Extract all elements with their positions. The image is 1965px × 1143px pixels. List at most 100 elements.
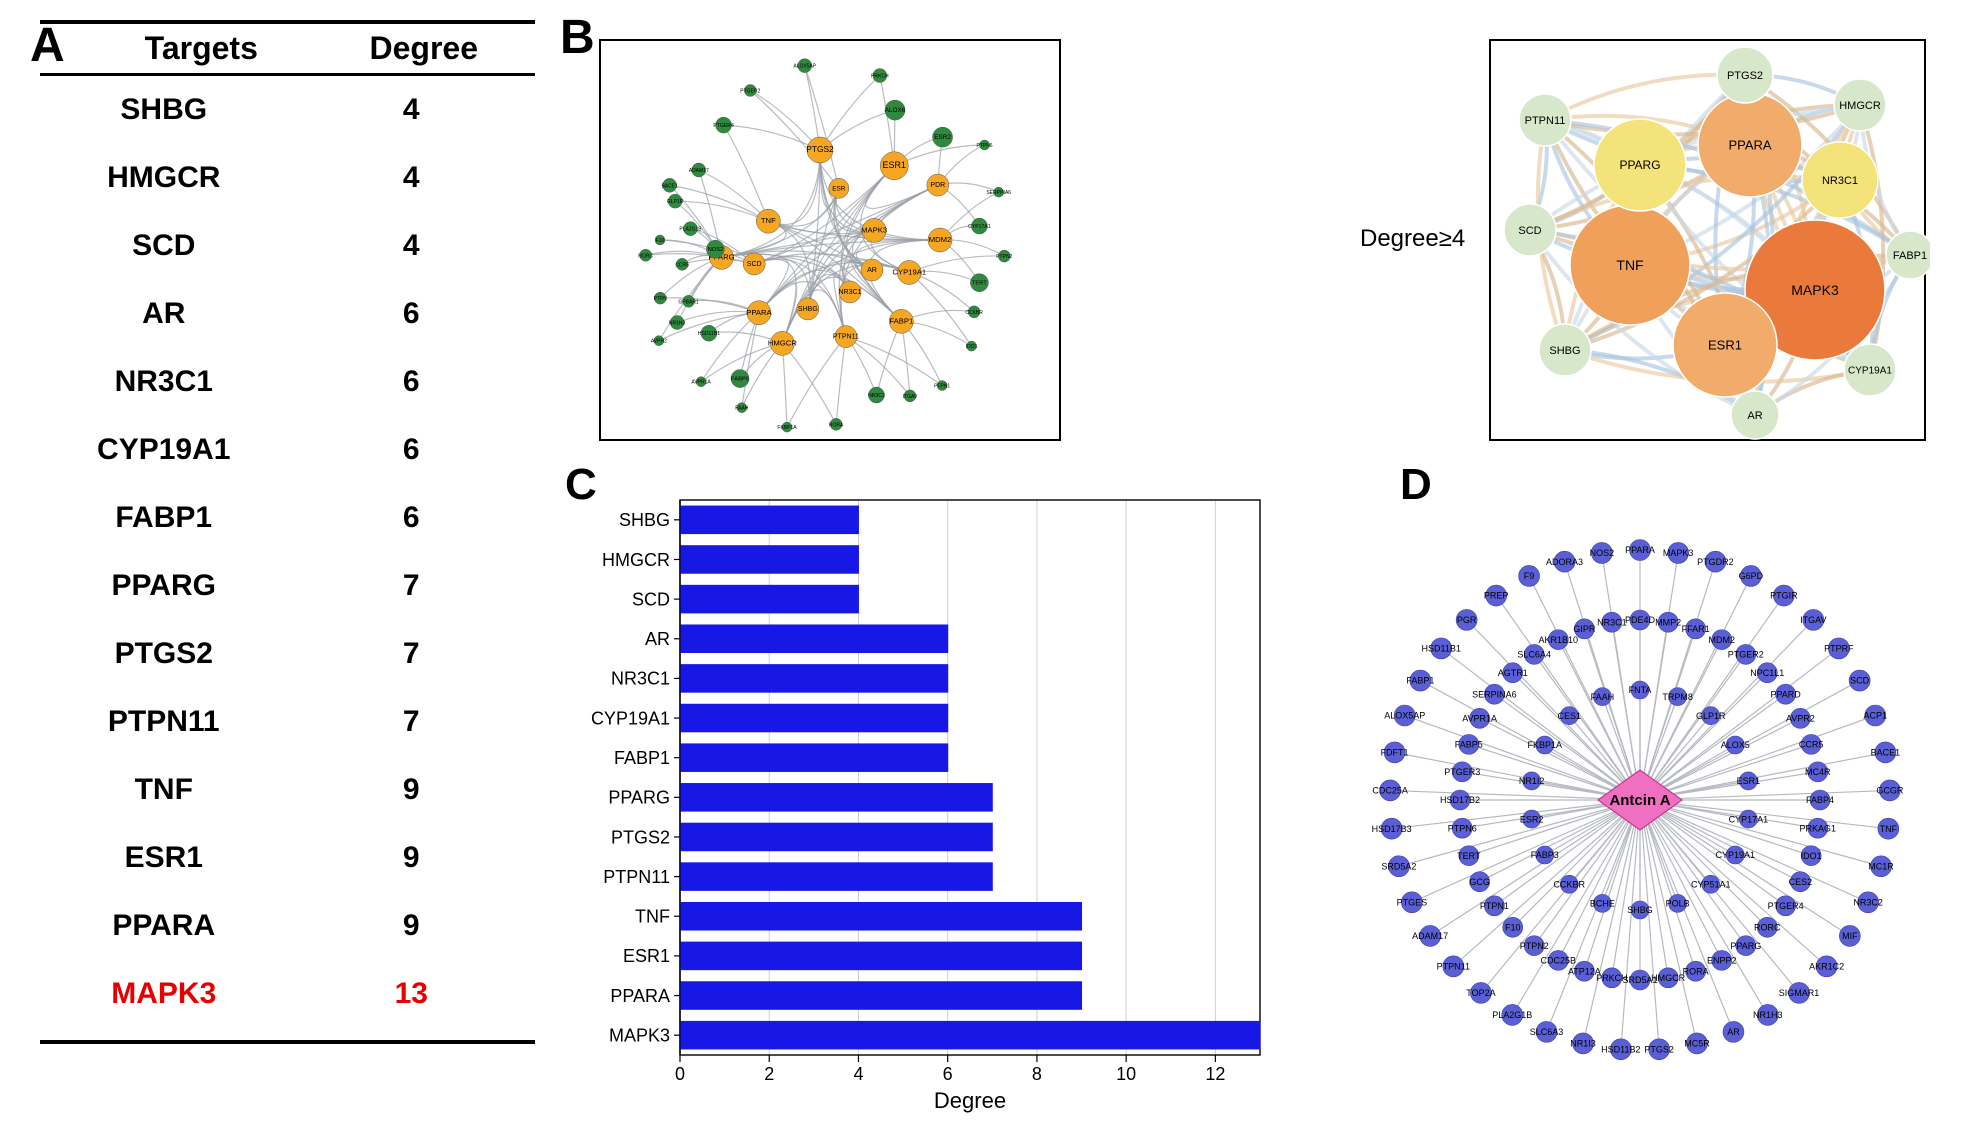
table-cell-degree: 6: [288, 365, 536, 399]
table-row: NR3C16: [40, 348, 535, 416]
svg-text:PTGES: PTGES: [1397, 897, 1428, 907]
svg-text:PTPN1: PTPN1: [934, 384, 950, 390]
table-row: PPARA9: [40, 892, 535, 960]
svg-text:ESR2: ESR2: [934, 134, 951, 141]
svg-text:PRKAG1: PRKAG1: [1800, 823, 1837, 833]
barchart-svg: SHBGHMGCRSCDARNR3C1CYP19A1FABP1PPARGPTGS…: [560, 480, 1280, 1120]
table-header: Targets Degree: [40, 20, 535, 76]
table-cell-degree: 7: [288, 637, 536, 671]
table-row: FABP16: [40, 484, 535, 552]
svg-text:HMGCR: HMGCR: [768, 338, 797, 347]
svg-text:8: 8: [1032, 1064, 1042, 1084]
svg-text:TRPM8: TRPM8: [1662, 692, 1693, 702]
svg-text:ADAM17: ADAM17: [689, 168, 709, 174]
svg-text:TNF: TNF: [761, 216, 776, 225]
svg-text:AVPR1A: AVPR1A: [1462, 713, 1497, 723]
svg-text:F10: F10: [656, 238, 665, 244]
table-cell-degree: 7: [288, 705, 536, 739]
svg-text:TNF: TNF: [1880, 824, 1898, 834]
svg-text:SLC6A3: SLC6A3: [1530, 1027, 1564, 1037]
table-cell-degree: 6: [288, 297, 536, 331]
svg-text:NR1H3: NR1H3: [669, 321, 686, 327]
svg-text:CCKBR: CCKBR: [965, 310, 983, 316]
svg-text:AR: AR: [867, 267, 877, 274]
svg-text:12: 12: [1205, 1064, 1225, 1084]
svg-text:HMGCR: HMGCR: [602, 550, 670, 570]
svg-text:FABP1: FABP1: [1893, 250, 1927, 262]
svg-text:CCR5: CCR5: [675, 262, 689, 268]
table-cell-target: HMGCR: [40, 161, 288, 195]
svg-text:HSD17B2: HSD17B2: [1440, 795, 1480, 805]
svg-text:FABP1: FABP1: [1406, 676, 1434, 686]
svg-text:PTGS2: PTGS2: [1727, 70, 1763, 82]
svg-text:MAPK3: MAPK3: [609, 1025, 670, 1045]
table-cell-degree: 4: [288, 229, 536, 263]
svg-text:PPARG: PPARG: [1619, 158, 1660, 172]
svg-text:AVPR2: AVPR2: [651, 339, 667, 345]
svg-text:10: 10: [1116, 1064, 1136, 1084]
svg-text:FKBP1A: FKBP1A: [1527, 740, 1562, 750]
svg-text:SHBG: SHBG: [798, 306, 818, 313]
svg-text:TERT: TERT: [1457, 851, 1481, 861]
table-cell-degree: 13: [288, 977, 536, 1011]
svg-text:IDO1: IDO1: [966, 344, 978, 350]
svg-text:PTPN2: PTPN2: [1520, 941, 1549, 951]
svg-text:PDE4D: PDE4D: [1625, 615, 1656, 625]
svg-text:PPARD: PPARD: [1770, 689, 1801, 699]
table-cell-degree: 4: [288, 161, 536, 195]
svg-text:PTPN2: PTPN2: [996, 254, 1012, 260]
svg-text:CYP17A1: CYP17A1: [1729, 814, 1769, 824]
svg-text:PTGER2: PTGER2: [1728, 650, 1764, 660]
svg-text:SCD: SCD: [747, 261, 762, 268]
svg-text:6: 6: [943, 1064, 953, 1084]
svg-text:PTGDR2: PTGDR2: [1697, 557, 1734, 567]
svg-text:ITGAV: ITGAV: [903, 394, 918, 400]
svg-text:GPBAR1: GPBAR1: [678, 299, 699, 305]
svg-text:NPC1L1: NPC1L1: [1750, 668, 1784, 678]
table-cell-target: CYP19A1: [40, 433, 288, 467]
svg-text:SCD: SCD: [1850, 676, 1870, 686]
svg-text:PTGER4: PTGER4: [713, 123, 734, 129]
table-cell-target: PTPN11: [40, 705, 288, 739]
svg-text:MDM2: MDM2: [1708, 635, 1735, 645]
svg-text:CDC25B: CDC25B: [1541, 956, 1577, 966]
svg-text:CYP19A1: CYP19A1: [892, 267, 926, 276]
svg-text:ALOX5: ALOX5: [1721, 740, 1750, 750]
svg-text:PPARA: PPARA: [1625, 545, 1655, 555]
svg-text:ADAM17: ADAM17: [1412, 931, 1448, 941]
svg-text:GLP1R: GLP1R: [667, 199, 684, 205]
svg-text:GCGR: GCGR: [1876, 786, 1904, 796]
svg-text:Antcin A: Antcin A: [1609, 792, 1670, 809]
table-header-degree: Degree: [313, 30, 536, 67]
svg-text:PTGER2: PTGER2: [740, 88, 760, 94]
table-cell-target: AR: [40, 297, 288, 331]
table-row: SCD4: [40, 212, 535, 280]
svg-text:PTPRF: PTPRF: [1824, 644, 1854, 654]
svg-text:PTGS2: PTGS2: [806, 144, 834, 154]
svg-text:ADORA3: ADORA3: [1546, 557, 1583, 567]
svg-text:RORC: RORC: [1754, 922, 1781, 932]
svg-text:ACP1: ACP1: [1864, 711, 1888, 721]
svg-text:PLA2G1B: PLA2G1B: [679, 227, 702, 233]
svg-text:SHBG: SHBG: [619, 510, 670, 530]
svg-text:TNF: TNF: [635, 907, 670, 927]
svg-text:TOP2A: TOP2A: [1466, 988, 1495, 998]
svg-text:POLB: POLB: [1666, 899, 1690, 909]
svg-text:SRD5A1: SRD5A1: [1622, 975, 1657, 985]
svg-text:BACE1: BACE1: [661, 183, 678, 189]
svg-text:AKR1B10: AKR1B10: [1539, 635, 1579, 645]
panel-c-barchart: SHBGHMGCRSCDARNR3C1CYP19A1FABP1PPARGPTGS…: [560, 480, 1280, 1120]
svg-text:NR1I2: NR1I2: [1519, 776, 1545, 786]
svg-text:PTPN1: PTPN1: [1480, 901, 1509, 911]
svg-text:AR: AR: [1727, 1027, 1740, 1037]
svg-text:CES1: CES1: [1558, 711, 1582, 721]
svg-text:ESR1: ESR1: [623, 946, 670, 966]
svg-text:MC4R: MC4R: [1805, 767, 1831, 777]
svg-text:PPARG: PPARG: [1730, 941, 1761, 951]
svg-text:PRKCH: PRKCH: [871, 74, 889, 80]
svg-text:PTPN11: PTPN11: [833, 334, 859, 341]
svg-text:NR3C1: NR3C1: [838, 289, 861, 296]
svg-text:PPARG: PPARG: [608, 788, 670, 808]
svg-text:NR3C1: NR3C1: [1597, 617, 1627, 627]
table-row: PTPN117: [40, 688, 535, 756]
